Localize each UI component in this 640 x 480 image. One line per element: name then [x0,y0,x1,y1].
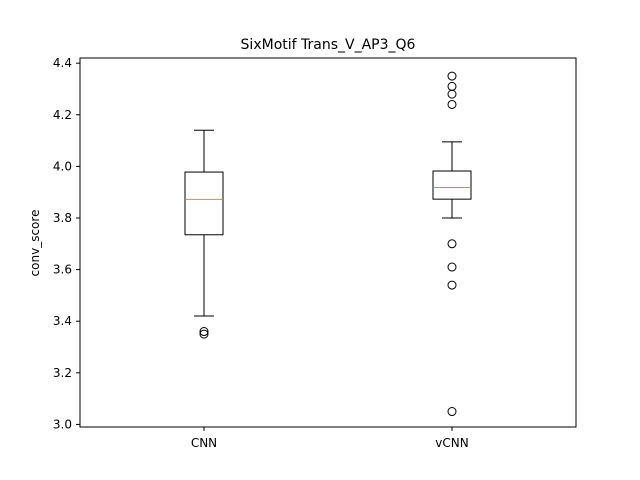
outlier-point [447,99,457,109]
box-iqr [432,170,472,200]
y-tick-label: 3.8 [53,211,72,225]
y-tick-label: 3.0 [53,417,72,431]
axes-frame [79,57,577,428]
outlier-point [447,262,457,272]
y-tick-label: 3.2 [53,366,72,380]
outlier-point [199,329,209,339]
y-tick-label: 3.6 [53,263,72,277]
box-group-vcnn [432,71,472,417]
y-axis-label: conv_score [28,210,42,277]
outlier-point [447,89,457,99]
box-iqr [184,171,224,236]
axes: 3.0 3.2 3.4 3.6 3.8 4.0 4.2 4.4 CNN vCNN [53,56,577,450]
box-group-cnn [184,129,224,339]
x-tick-label: vCNN [435,436,468,450]
plot-area [184,71,472,417]
outlier-point [447,280,457,290]
outlier-point [447,239,457,249]
chart-title: SixMotif Trans_V_AP3_Q6 [241,37,416,53]
y-tick-label: 4.4 [53,56,72,70]
y-tick-label: 4.2 [53,108,72,122]
y-tick-label: 4.0 [53,159,72,173]
outlier-point [447,407,457,417]
outlier-point [199,327,209,337]
outlier-point [447,71,457,81]
x-tick-label: CNN [191,436,217,450]
y-tick-label: 3.4 [53,314,72,328]
